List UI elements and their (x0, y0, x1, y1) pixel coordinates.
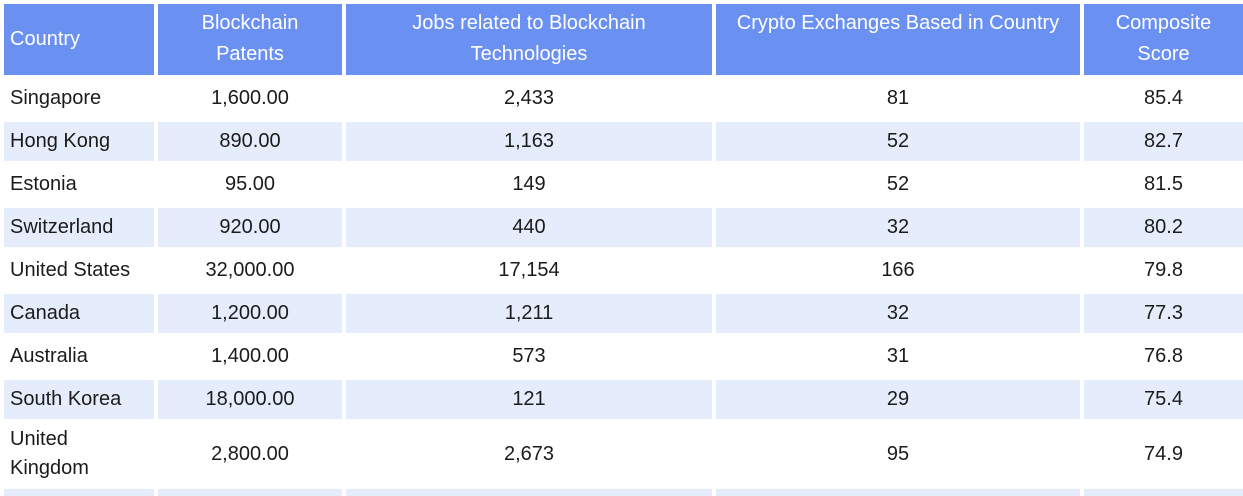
col-header-jobs: Jobs related to Blockchain Technologies (346, 4, 712, 75)
exchanges-cell: 32 (716, 208, 1080, 247)
table-row: Australia 1,400.00 573 31 76.8 (4, 337, 1243, 376)
header-line: Technologies (470, 43, 588, 65)
header-line: Country (10, 28, 81, 50)
table-row: United States 32,000.00 17,154 166 79.8 (4, 251, 1243, 290)
table-row: UAE 340.00 414 9 73.2 (4, 489, 1243, 496)
country-cell: Hong Kong (4, 122, 154, 161)
patents-cell: 2,800.00 (158, 423, 342, 485)
exchanges-cell: 166 (716, 251, 1080, 290)
exchanges-cell: 9 (716, 489, 1080, 496)
score-cell: 85.4 (1084, 79, 1243, 118)
jobs-cell: 2,673 (346, 423, 712, 485)
jobs-cell: 17,154 (346, 251, 712, 290)
table-row: Canada 1,200.00 1,211 32 77.3 (4, 294, 1243, 333)
country-cell: Singapore (4, 79, 154, 118)
exchanges-cell: 95 (716, 423, 1080, 485)
header-line: Jobs related to Blockchain (412, 12, 646, 34)
jobs-cell: 573 (346, 337, 712, 376)
country-cell: Switzerland (4, 208, 154, 247)
patents-cell: 1,400.00 (158, 337, 342, 376)
country-cell: United States (4, 251, 154, 290)
patents-cell: 340.00 (158, 489, 342, 496)
score-cell: 74.9 (1084, 423, 1243, 485)
patents-cell: 1,200.00 (158, 294, 342, 333)
country-cell: Canada (4, 294, 154, 333)
table-row: Hong Kong 890.00 1,163 52 82.7 (4, 122, 1243, 161)
table-row: South Korea 18,000.00 121 29 75.4 (4, 380, 1243, 419)
patents-cell: 18,000.00 (158, 380, 342, 419)
score-cell: 77.3 (1084, 294, 1243, 333)
patents-cell: 920.00 (158, 208, 342, 247)
table-row: United Kingdom 2,800.00 2,673 95 74.9 (4, 423, 1243, 485)
header-line: Score (1137, 43, 1190, 65)
header-line: Crypto Exchanges Based in Country (736, 12, 1060, 34)
exchanges-cell: 52 (716, 122, 1080, 161)
col-header-blockchain-patents: Blockchain Patents (158, 4, 342, 75)
exchanges-cell: 81 (716, 79, 1080, 118)
patents-cell: 1,600.00 (158, 79, 342, 118)
col-header-country: Country (4, 4, 154, 75)
score-cell: 75.4 (1084, 380, 1243, 419)
col-header-composite-score: Composite Score (1084, 4, 1243, 75)
jobs-cell: 414 (346, 489, 712, 496)
country-cell: Australia (4, 337, 154, 376)
score-cell: 80.2 (1084, 208, 1243, 247)
exchanges-cell: 31 (716, 337, 1080, 376)
score-cell: 82.7 (1084, 122, 1243, 161)
col-header-crypto-exchanges: Crypto Exchanges Based in Country (716, 4, 1080, 75)
jobs-cell: 1,163 (346, 122, 712, 161)
table-row: Singapore 1,600.00 2,433 81 85.4 (4, 79, 1243, 118)
exchanges-cell: 32 (716, 294, 1080, 333)
country-cell: Estonia (4, 165, 154, 204)
jobs-cell: 2,433 (346, 79, 712, 118)
jobs-cell: 121 (346, 380, 712, 419)
patents-cell: 95.00 (158, 165, 342, 204)
header-line: Composite (1115, 12, 1212, 34)
jobs-cell: 440 (346, 208, 712, 247)
patents-cell: 32,000.00 (158, 251, 342, 290)
country-cell: South Korea (4, 380, 154, 419)
score-cell: 76.8 (1084, 337, 1243, 376)
exchanges-cell: 52 (716, 165, 1080, 204)
table-row: Estonia 95.00 149 52 81.5 (4, 165, 1243, 204)
jobs-cell: 1,211 (346, 294, 712, 333)
patents-cell: 890.00 (158, 122, 342, 161)
header-line: Blockchain (201, 12, 299, 34)
jobs-cell: 149 (346, 165, 712, 204)
score-cell: 73.2 (1084, 489, 1243, 496)
header-row: Country Blockchain Patents Jobs related … (4, 4, 1243, 75)
table-row: Switzerland 920.00 440 32 80.2 (4, 208, 1243, 247)
country-cell: United Kingdom (4, 423, 154, 485)
exchanges-cell: 29 (716, 380, 1080, 419)
score-cell: 81.5 (1084, 165, 1243, 204)
country-cell: UAE (4, 489, 154, 496)
header-line: Patents (216, 43, 284, 65)
score-cell: 79.8 (1084, 251, 1243, 290)
